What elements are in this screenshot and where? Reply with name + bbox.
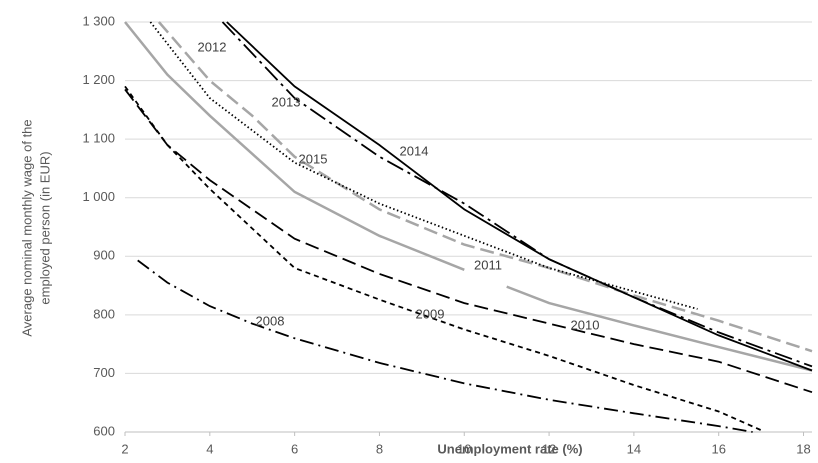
y-tick-label: 1 000	[82, 189, 115, 204]
y-tick-label: 700	[93, 365, 115, 380]
y-axis-title: Average nominal monthly wage of the	[19, 119, 34, 336]
x-tick-label: 10	[457, 441, 471, 456]
x-tick-label: 18	[796, 441, 810, 456]
x-tick-label: 6	[291, 441, 298, 456]
y-axis-title: employed person (in EUR)	[37, 151, 52, 304]
series-label: 2008	[256, 313, 285, 328]
series-label: 2012	[198, 39, 227, 54]
series-label: 2010	[571, 317, 600, 332]
series-line	[149, 21, 698, 310]
series-label: 2009	[416, 306, 445, 321]
x-tick-label: 8	[376, 441, 383, 456]
series-line	[137, 259, 753, 433]
series-line	[124, 21, 813, 372]
series-line	[124, 88, 813, 394]
series-label: 2013	[272, 94, 301, 109]
y-tick-label: 1 300	[82, 13, 115, 28]
series-label: 2011	[474, 257, 502, 272]
series-label: 2014	[400, 143, 429, 158]
y-tick-label: 900	[93, 248, 115, 263]
x-tick-label: 12	[542, 441, 556, 456]
x-axis-title: Unemployment rate (%)	[437, 441, 582, 456]
x-tick-label: 16	[711, 441, 725, 456]
y-tick-label: 1 200	[82, 72, 115, 87]
series-line	[226, 21, 813, 372]
x-tick-label: 2	[121, 441, 128, 456]
y-tick-label: 1 100	[82, 131, 115, 146]
series-line	[221, 21, 813, 368]
series-line	[124, 85, 762, 432]
series-label: 2015	[299, 151, 328, 166]
y-tick-label: 600	[93, 423, 115, 438]
x-tick-label: 4	[206, 441, 213, 456]
x-tick-label: 14	[627, 441, 641, 456]
y-tick-label: 800	[93, 306, 115, 321]
series-line	[157, 21, 813, 353]
